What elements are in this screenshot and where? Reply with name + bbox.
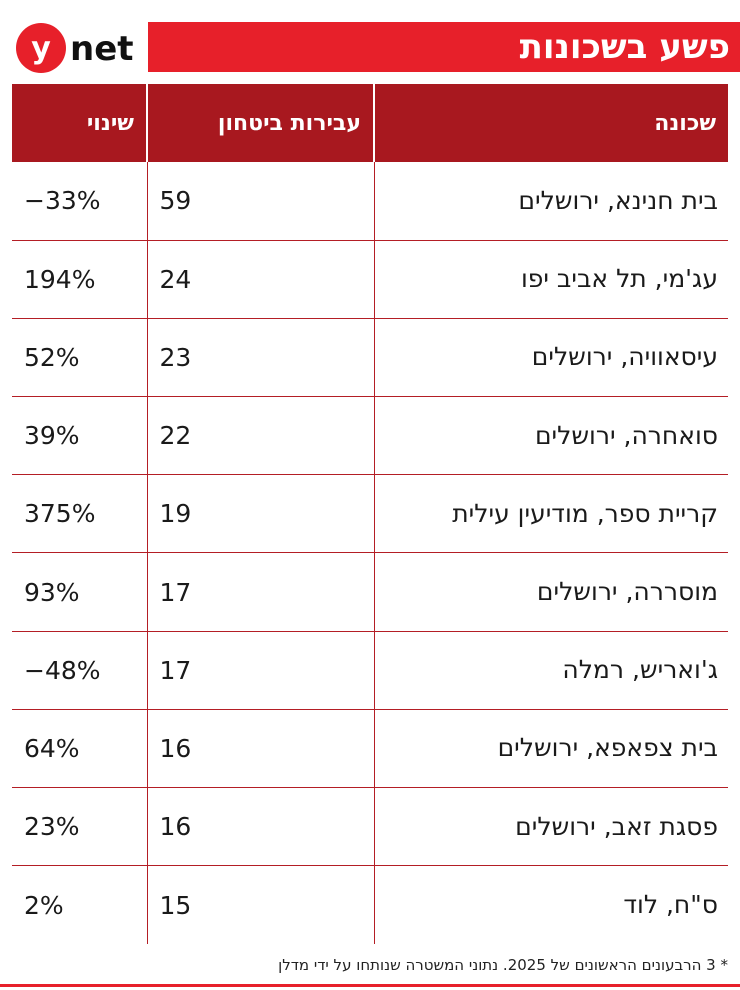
change-cell: 93% (12, 552, 147, 632)
ynet-logo: y net (16, 23, 134, 73)
table-row: מוסררה, ירושלים 17 93% (12, 552, 728, 632)
offenses-cell: 59 (146, 162, 374, 241)
neighborhood-cell: פסגת זאב, ירושלים (373, 786, 728, 866)
neighborhood-cell: ג'ואריש, רמלה (373, 630, 728, 710)
offenses-cell: 15 (146, 865, 374, 944)
change-cell: 64% (12, 708, 147, 788)
table-row: עיסאוויה, ירושלים 23 52% (12, 317, 728, 397)
change-cell: 375% (12, 474, 147, 553)
neighborhood-cell: בית צפאפא, ירושלים (373, 708, 728, 788)
neighborhood-cell: ס"ח, לוד (373, 865, 728, 944)
table-row: עג'מי, תל אביב יפו 24 194% (12, 239, 728, 319)
table-row: בית צפאפא, ירושלים 16 64% (12, 708, 728, 788)
table-row: בית חנינא, ירושלים 59 −33% (12, 162, 728, 241)
offenses-cell: 17 (146, 630, 374, 710)
offenses-cell: 19 (146, 474, 374, 553)
column-header-neighborhood: שכונה (373, 84, 728, 162)
neighborhood-cell: עג'מי, תל אביב יפו (373, 239, 728, 319)
change-cell: −48% (12, 630, 147, 710)
offenses-cell: 24 (146, 239, 374, 319)
column-header-offenses: עבירות ביטחון (146, 84, 374, 162)
offenses-cell: 16 (146, 708, 374, 788)
neighborhood-cell: מוסררה, ירושלים (373, 552, 728, 632)
change-cell: 2% (12, 865, 147, 944)
column-header-change: שינוי (12, 84, 147, 162)
change-cell: 194% (12, 239, 147, 319)
chart-title: פשע בשכונות (148, 22, 740, 72)
footnote: * 3 הרבעונים הראשונים של 2025. נתוני המש… (278, 956, 728, 974)
change-cell: −33% (24, 186, 101, 216)
neighborhood-cell: קריית ספר, מודיעין עילית (373, 474, 728, 553)
neighborhood-cell: סואחרה, ירושלים (373, 396, 728, 475)
change-cell: 52% (12, 317, 147, 397)
table-header-row: שכונה עבירות ביטחון שינוי (12, 84, 728, 162)
bottom-divider (0, 984, 740, 987)
offenses-cell: 16 (146, 786, 374, 866)
table-row: קריית ספר, מודיעין עילית 19 375% (12, 474, 728, 553)
table-body: בית חנינא, ירושלים 59 −33% עג'מי, תל אביב י… (12, 162, 728, 944)
table-row: ג'ואריש, רמלה 17 −48% (12, 630, 728, 710)
change-cell: 23% (12, 786, 147, 866)
table-row: ס"ח, לוד 15 2% (12, 865, 728, 944)
neighborhood-cell: עיסאוויה, ירושלים (373, 317, 728, 397)
data-table: שכונה עבירות ביטחון שינוי בית חנינא, ירו… (12, 84, 728, 944)
offenses-cell: 23 (146, 317, 374, 397)
table-row: פסגת זאב, ירושלים 16 23% (12, 786, 728, 866)
neighborhood-cell: בית חנינא, ירושלים (373, 162, 728, 241)
offenses-cell: 17 (146, 552, 374, 632)
table-row: סואחרה, ירושלים 22 39% (12, 396, 728, 475)
svg-text:net: net (70, 29, 134, 69)
svg-text:y: y (31, 31, 51, 66)
change-cell: 39% (12, 396, 147, 475)
offenses-cell: 22 (146, 396, 374, 475)
